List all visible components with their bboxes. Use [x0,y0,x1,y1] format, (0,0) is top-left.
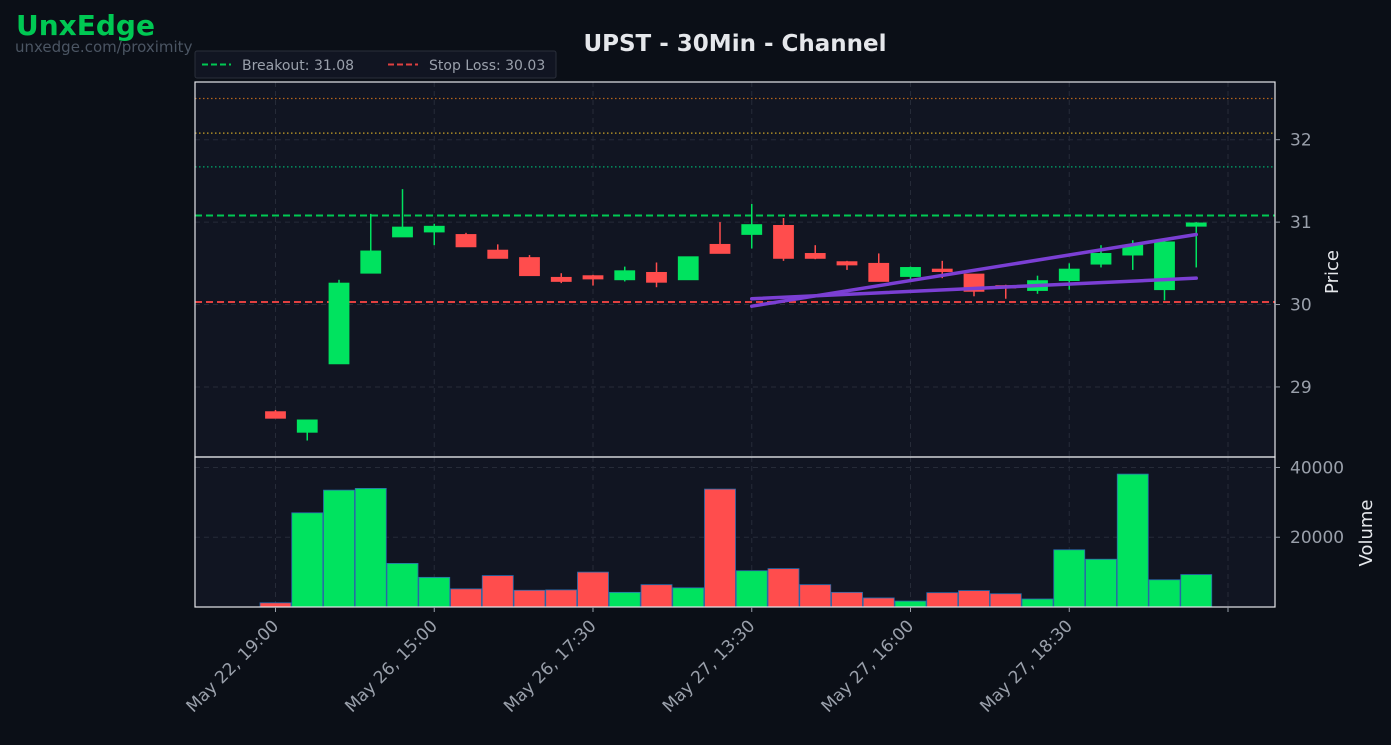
time-tick-label: May 22, 19:00 [183,616,283,716]
volume-bar [545,589,578,608]
chart-title: UPST - 30Min - Channel [583,31,886,57]
brand-url: unxedge.com/proximity [15,38,193,56]
volume-tick-label: 20000 [1290,528,1344,548]
volume-bar [577,571,609,608]
chart-legend: Breakout: 31.08 Stop Loss: 30.03 [194,50,557,79]
candle-body [836,261,858,266]
volume-bar [608,591,641,608]
volume-panel-border [194,456,1276,608]
candle-body [804,253,826,259]
volume-bar [1053,549,1086,608]
legend-breakout-label: Breakout: 31.08 [242,58,354,74]
price-tick-label: 31 [1290,213,1312,233]
candles [265,189,1207,441]
time-tick-label: May 27, 18:30 [976,616,1076,716]
candle-body [1154,241,1175,291]
candle-body [455,234,477,248]
channel-lines [750,232,1198,308]
volume-bar [894,600,927,608]
volume-bars [259,473,1213,608]
price-tick-label: 29 [1290,378,1312,398]
candle-body [614,270,636,281]
volume-bar [958,590,990,608]
price-axis-label: Price [1322,250,1343,294]
candle-body [296,419,318,433]
time-tick-label: May 26, 17:30 [500,616,600,716]
candle-body [519,257,540,277]
legend-stop-loss-label: Stop Loss: 30.03 [429,58,545,74]
candle-body [1090,253,1112,265]
candle-body [646,271,667,283]
candle-body [1058,268,1080,282]
volume-bar [481,575,514,608]
volume-bar [926,592,959,608]
volume-bar [386,562,419,608]
volume-bar [323,489,355,608]
volume-bar [767,568,800,608]
time-tick-label: May 27, 13:30 [659,616,759,716]
candle-body [773,225,794,259]
price-axis: 29 30 31 32 [1275,131,1312,398]
price-tick-label: 32 [1290,131,1312,151]
candle-body [868,262,890,282]
price-levels [195,97,1275,304]
volume-bar [1021,598,1054,608]
time-tick-label: May 26, 15:00 [341,616,441,716]
volume-bar [831,591,863,608]
price-panel [195,82,1275,457]
channel-lower-line [750,276,1198,301]
candle-body [265,411,286,419]
volume-bar [291,512,324,608]
volume-bar [1116,473,1149,608]
candle-body [677,256,699,281]
volume-bar [354,487,387,608]
volume-bar [1085,558,1117,608]
brand-logo: UnxEdge [16,9,155,42]
volume-bar [735,570,768,608]
volume-bar [418,576,451,608]
volume-bar [513,589,546,608]
candle-body [709,243,731,254]
volume-bar [450,588,482,608]
time-axis: May 22, 19:00 May 26, 15:00 May 26, 17:30 M… [183,607,1229,717]
candle-body [392,226,413,238]
volume-axis-label: Volume [1356,500,1377,567]
candle-body [487,249,509,259]
volume-bar [704,488,736,608]
volume-bar [862,597,895,608]
candle-body [423,225,445,233]
volume-axis: 20000 40000 [1275,458,1344,548]
candle-body [900,267,921,277]
volume-bar [640,584,673,608]
price-tick-label: 30 [1290,296,1312,316]
volume-bar [989,593,1022,608]
candle-body [582,275,604,280]
candle-body [741,224,763,235]
volume-bar [799,584,832,608]
legend-box [194,50,557,79]
volume-bar [672,587,705,608]
candle-body [328,282,350,365]
candle-body [931,268,953,272]
volume-tick-label: 40000 [1290,458,1344,478]
volume-bar [1180,574,1213,608]
time-tick-label: May 27, 16:00 [818,616,918,716]
candle-body [550,276,572,282]
volume-bar [1148,579,1181,608]
volume-bar [259,602,292,608]
candle-body [360,250,382,274]
candle-body [1185,222,1207,227]
